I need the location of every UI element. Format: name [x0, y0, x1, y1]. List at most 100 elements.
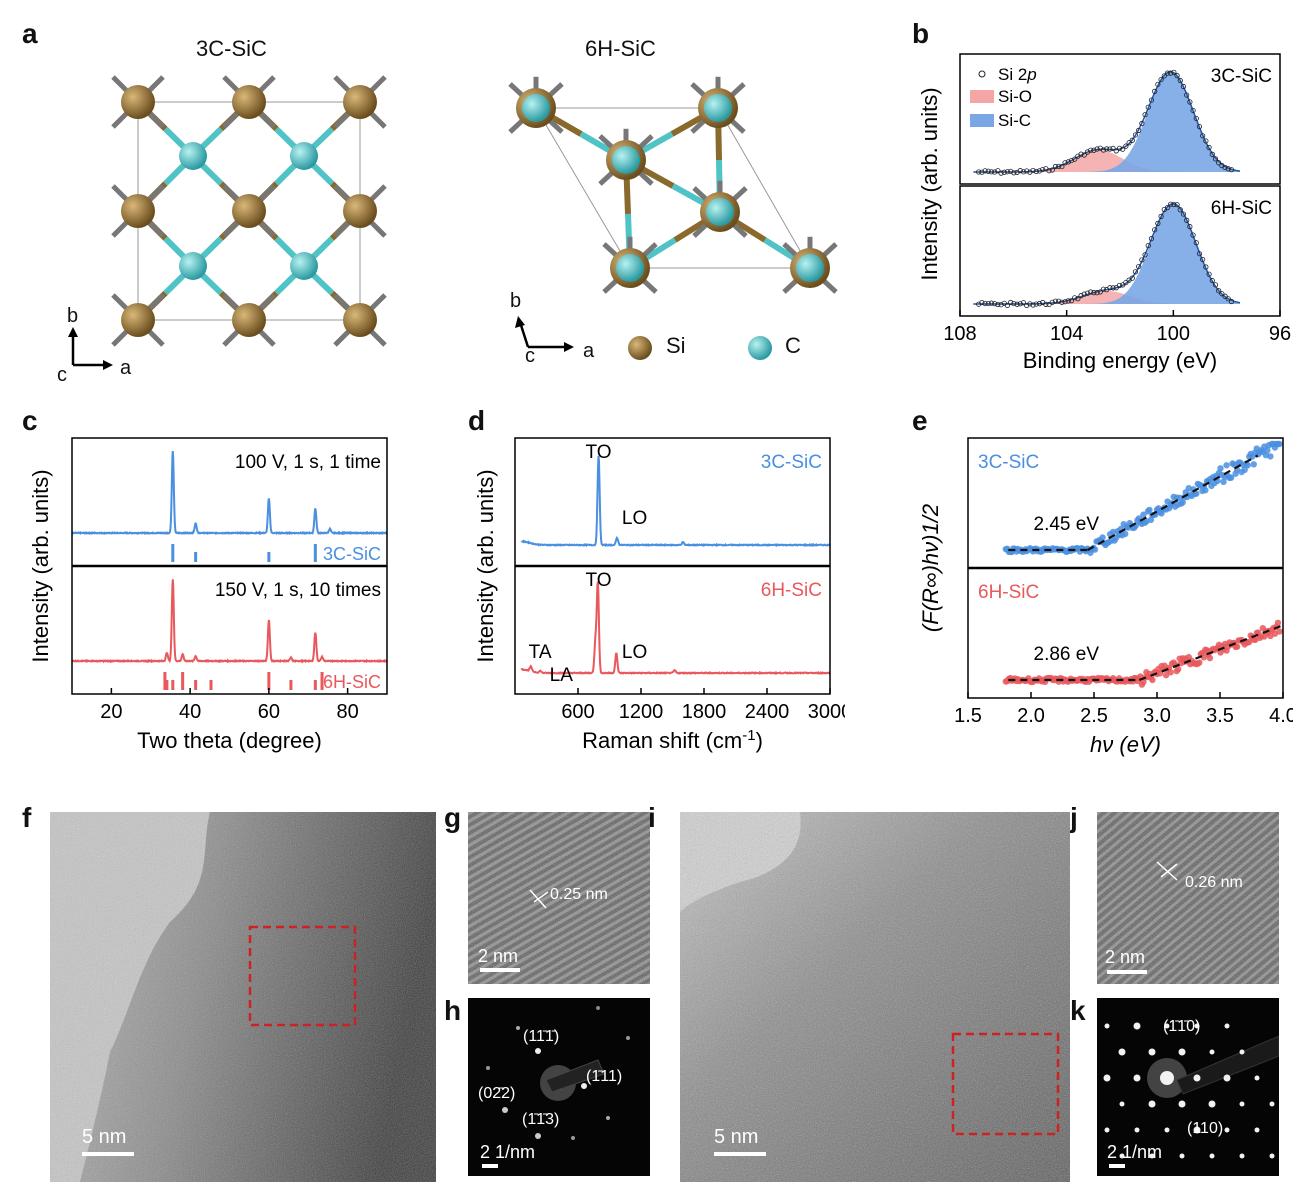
legend-si-label: Si — [666, 333, 686, 358]
tem-image-j: 0.26 nm 2 nm — [1097, 812, 1279, 984]
tauc-tick-label: 2.0 — [1017, 705, 1045, 727]
data-point — [1068, 157, 1075, 164]
axis-b-label-6h: b — [510, 290, 522, 312]
c-atom — [522, 94, 550, 122]
raman-phase-label: 6H-SiC — [761, 580, 822, 601]
data-point — [1145, 243, 1151, 249]
saed-image-h: (11̄1̄) (1̄11) (02̄2) (1̄1̄3) 2 1/nm — [468, 998, 650, 1176]
data-point — [1097, 289, 1103, 295]
data-point — [1049, 167, 1055, 173]
data-point — [1094, 146, 1100, 152]
axis-c-label-6h: c — [525, 345, 535, 367]
data-point — [1100, 147, 1107, 153]
diffraction-spot — [1254, 1075, 1260, 1081]
data-point — [1094, 290, 1100, 296]
data-point — [1225, 296, 1231, 302]
diffraction-spot — [1104, 1023, 1110, 1029]
data-point — [1110, 285, 1116, 291]
saed-image-k: (1̄1̄0) (110) 2 1/nm — [1097, 998, 1279, 1176]
data-point — [982, 168, 988, 174]
data-point — [1209, 151, 1215, 157]
tauc-point — [1122, 530, 1129, 538]
diffraction-spot — [1118, 1048, 1126, 1056]
linear-fit — [1138, 624, 1284, 682]
data-point — [1036, 168, 1043, 174]
tauc-point — [1244, 462, 1251, 469]
data-point — [1206, 271, 1212, 277]
si-atom — [232, 194, 266, 228]
tauc-point — [1250, 461, 1257, 468]
xrd-tick-label: 80 — [337, 701, 359, 723]
data-point — [1209, 277, 1215, 284]
data-point — [1228, 298, 1235, 305]
data-point — [1011, 170, 1017, 176]
data-point — [1123, 143, 1129, 149]
si-atom — [343, 194, 377, 228]
diffraction-spot — [1239, 1101, 1245, 1107]
legend-marker-si2p — [978, 70, 986, 78]
data-point — [1171, 69, 1177, 75]
axis-a-label-6h: a — [583, 340, 595, 362]
diffraction-spot — [1149, 1153, 1155, 1159]
data-point — [1068, 298, 1075, 304]
panel-label-a: a — [22, 18, 38, 49]
xps-tick-label: 96 — [1269, 323, 1291, 345]
raman-spectrum — [520, 455, 831, 548]
data-point — [1056, 163, 1062, 169]
c-atom — [612, 146, 640, 174]
legend-swatch-si-c — [970, 114, 994, 127]
data-point — [1008, 299, 1014, 306]
data-point — [1200, 256, 1206, 263]
data-point — [1072, 295, 1078, 301]
data-point — [1184, 92, 1190, 98]
xrd-y-label: Intensity (arb. units) — [28, 469, 53, 662]
diffraction-spot — [1148, 1100, 1156, 1108]
diffraction-spot — [1179, 1153, 1185, 1159]
diffraction-spot — [1133, 1074, 1141, 1082]
scale-label-i: 5 nm — [714, 1126, 759, 1148]
raman-spectrum — [520, 581, 831, 676]
data-point — [1187, 224, 1193, 230]
diffraction-spot — [1178, 1048, 1186, 1056]
data-point — [1024, 168, 1030, 174]
spacing-label-j: 0.26 nm — [1185, 874, 1243, 891]
data-point — [1164, 70, 1171, 76]
data-point — [1142, 252, 1148, 258]
diffraction-spot — [1194, 1023, 1200, 1029]
data-point — [1065, 159, 1071, 165]
tauc-point — [1179, 499, 1186, 506]
c-atom — [706, 198, 734, 226]
spot-label-k-1: (1̄1̄0) — [1163, 1018, 1201, 1035]
raman-mode-label-to: TO — [586, 442, 612, 463]
data-point — [992, 301, 998, 307]
diffraction-spot — [1148, 1048, 1156, 1056]
data-point — [1030, 302, 1036, 308]
data-point — [1225, 166, 1231, 172]
data-point — [1075, 296, 1081, 302]
c-atom — [290, 252, 318, 280]
si-atom — [121, 85, 155, 119]
bandgap-label: 2.86 eV — [1034, 644, 1100, 665]
data-point — [1216, 160, 1222, 166]
xps-panel-label: 6H-SiC — [1211, 198, 1272, 219]
axis-a-label-3c: a — [120, 357, 132, 379]
data-point — [1139, 120, 1145, 127]
data-point — [1004, 302, 1011, 308]
data-point — [1148, 97, 1155, 103]
tauc-point — [1149, 676, 1156, 684]
diffraction-spot — [1209, 1153, 1215, 1159]
diffraction-spot — [1239, 1153, 1245, 1159]
diffraction-spot — [1269, 1101, 1275, 1107]
data-point — [1171, 201, 1177, 208]
diffraction-spot — [1223, 1074, 1231, 1082]
c-atom — [179, 252, 207, 280]
diffraction-spot — [1119, 1101, 1125, 1107]
panel-label-g: g — [444, 802, 462, 833]
data-point — [1216, 288, 1222, 294]
data-point — [1228, 167, 1235, 173]
panel-label-e: e — [912, 405, 928, 436]
saed-k-graphic — [1103, 1022, 1279, 1168]
data-point — [1004, 169, 1011, 175]
structure-title-6h: 6H-SiC — [585, 36, 656, 61]
